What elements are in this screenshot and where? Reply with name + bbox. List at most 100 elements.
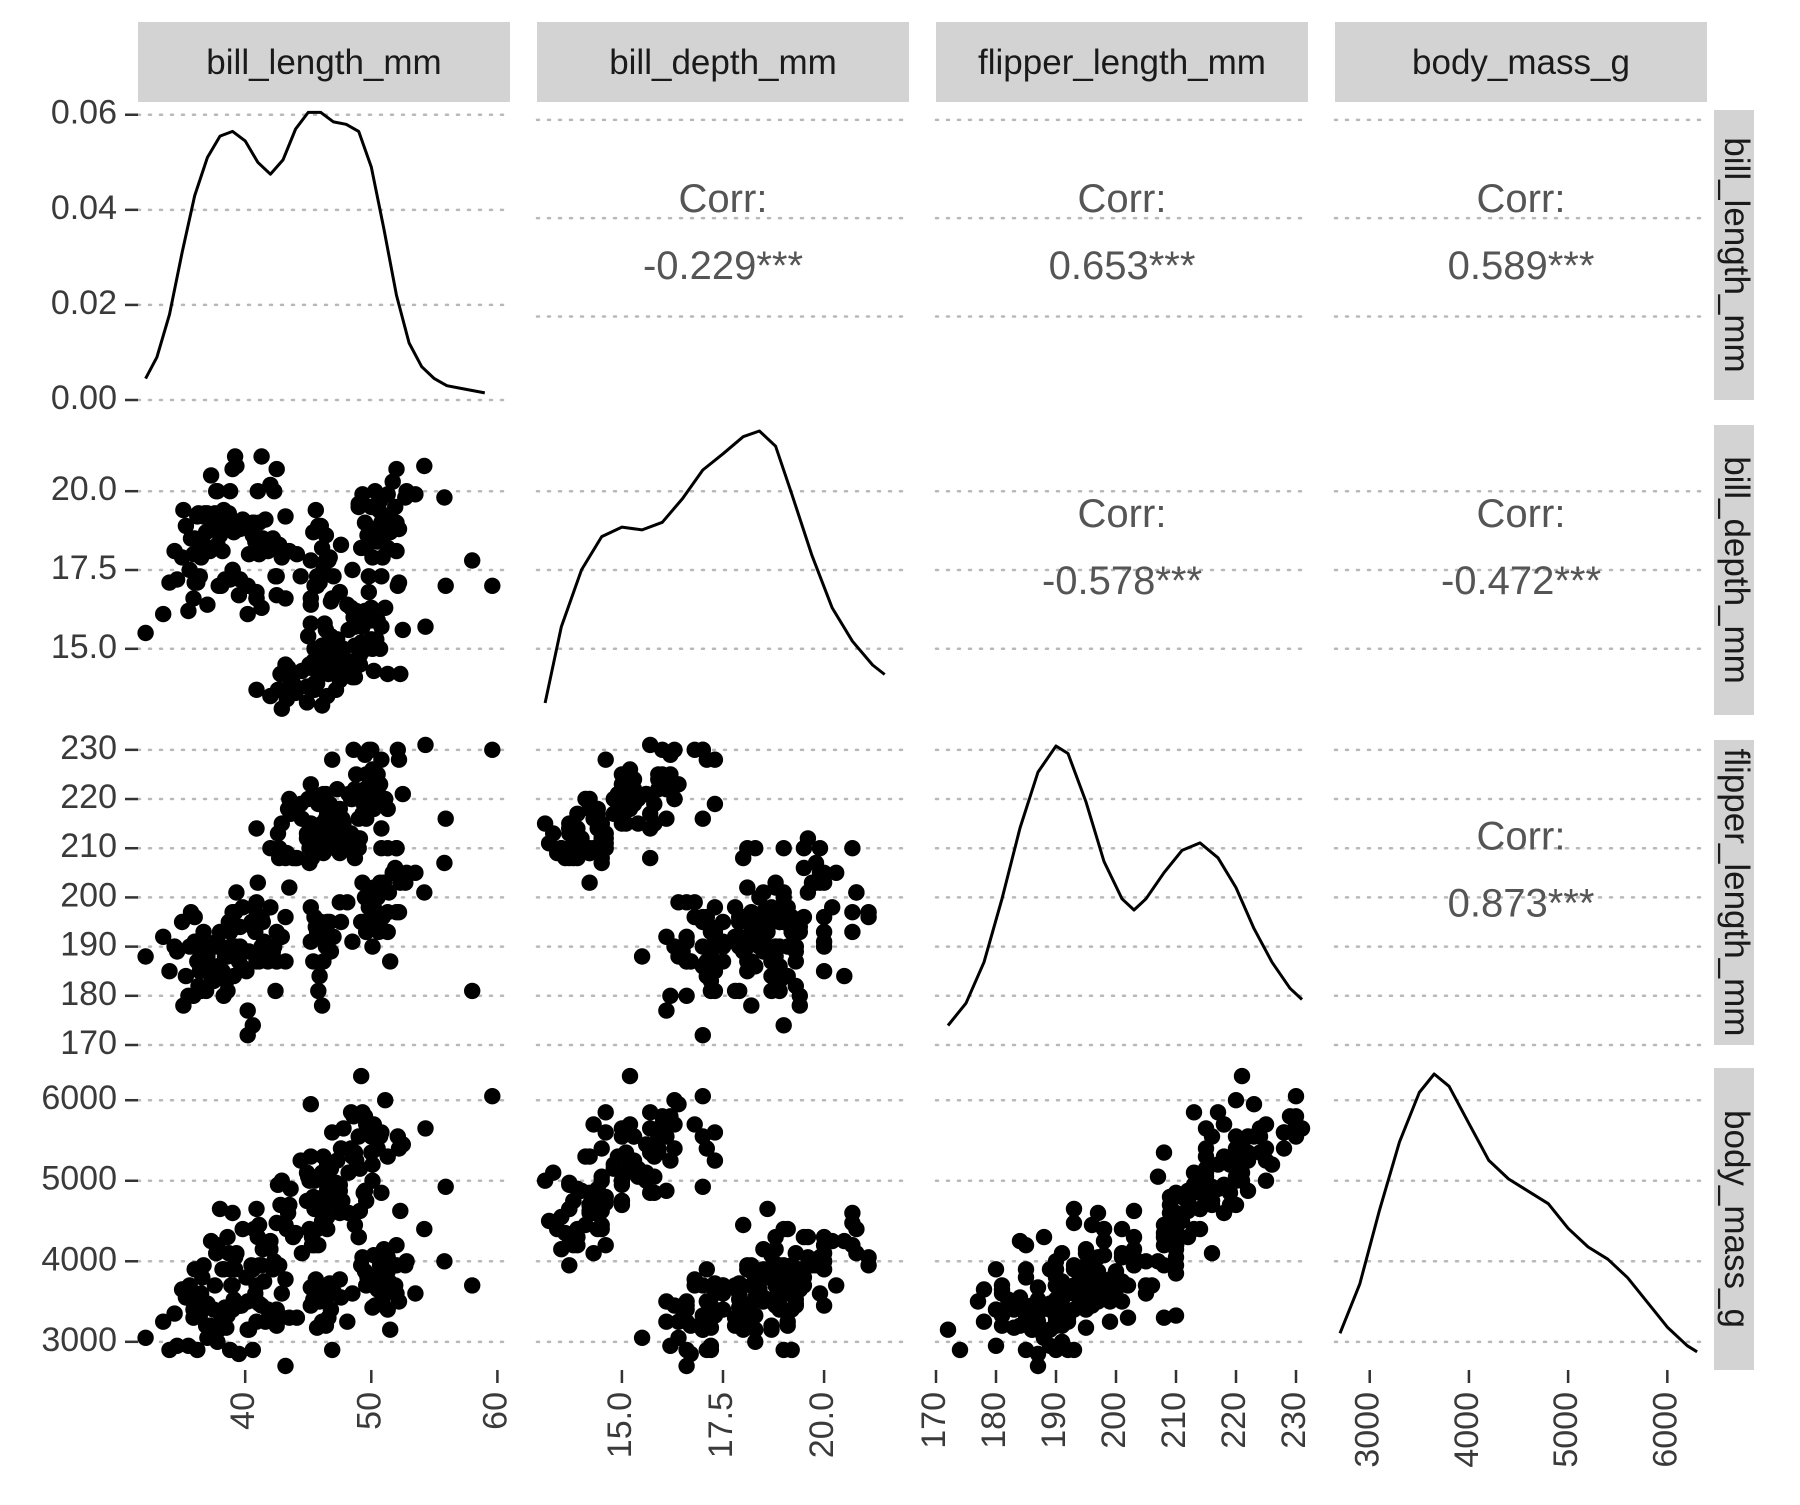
scatter-point <box>698 751 715 768</box>
right-strip-bill_length_mm: bill_length_mm <box>1714 110 1756 400</box>
scatter-point <box>224 913 241 931</box>
scatter-point <box>815 963 833 980</box>
scatter-point <box>1215 1116 1233 1133</box>
scatter-point <box>1065 1200 1083 1218</box>
scatter-point <box>844 840 861 857</box>
scatter-point <box>180 602 197 620</box>
scatter-point <box>581 1202 598 1220</box>
scatter-point <box>799 1228 817 1246</box>
scatter-point <box>706 953 724 970</box>
scatter-point <box>248 1277 265 1294</box>
scatter-point <box>1053 1317 1071 1334</box>
x-tick-label: 17.5 <box>702 1392 740 1458</box>
scatter-point <box>307 501 324 519</box>
scatter-point <box>166 1305 183 1322</box>
scatter-point <box>365 1247 382 1264</box>
scatter-point <box>755 1293 772 1310</box>
scatter-point <box>417 736 434 754</box>
scatter-point <box>277 849 294 867</box>
scatter-point <box>437 577 454 594</box>
scatter-point <box>694 913 711 931</box>
scatter-point <box>1185 1164 1203 1181</box>
scatter-point <box>321 913 338 931</box>
scatter-point <box>1287 1108 1305 1125</box>
scatter-point <box>642 849 659 867</box>
corr-title: Corr: <box>1078 177 1167 221</box>
scatter-point <box>373 618 390 635</box>
scatter-point <box>358 1277 375 1294</box>
scatter-point <box>351 1202 369 1220</box>
scatter-point <box>417 1120 434 1137</box>
scatter-point <box>351 830 369 847</box>
scatter-point <box>860 1257 877 1274</box>
y-tick-label: 0.04 <box>51 189 117 227</box>
scatter-point <box>384 473 401 490</box>
top-strip-flipper_length_mm: flipper_length_mm <box>936 22 1308 102</box>
scatter-point <box>387 1277 404 1294</box>
scatter-point <box>373 568 390 585</box>
scatter-point <box>698 1261 715 1278</box>
scatter-point <box>365 879 382 896</box>
scatter-point <box>775 1265 792 1282</box>
top-strip-background <box>138 22 510 102</box>
scatter-point <box>484 1088 501 1105</box>
scatter-point <box>332 536 350 553</box>
panel-r4-c2 <box>535 1067 911 1375</box>
density-curve-flipper_length_mm <box>946 744 1304 1027</box>
scatter-point <box>220 505 237 522</box>
scatter-point <box>613 1176 631 1194</box>
scatter-point <box>358 810 375 827</box>
scatter-point <box>340 1164 357 1181</box>
scatter-point <box>302 615 319 632</box>
scatter-point <box>322 1301 340 1318</box>
y-tick-label: 190 <box>60 926 117 964</box>
scatter-point <box>382 1321 399 1338</box>
scatter-point <box>216 571 234 588</box>
scatter-point <box>379 1148 396 1165</box>
scatter-point <box>815 938 833 955</box>
scatter-point <box>735 1216 752 1234</box>
right-strip-background <box>1714 740 1754 1045</box>
scatter-point <box>306 1172 323 1189</box>
scatter-point <box>373 840 390 857</box>
corr-title: Corr: <box>679 177 768 221</box>
scatter-point <box>277 908 294 926</box>
scatter-point <box>1185 1104 1203 1121</box>
scatter-point <box>226 1261 244 1278</box>
scatter-point <box>759 1200 776 1218</box>
y-tick-label: 220 <box>60 778 117 816</box>
scatter-point <box>211 1200 229 1218</box>
scatter-point <box>322 593 340 610</box>
corr-value: -0.472*** <box>1441 559 1601 603</box>
scatter-point <box>437 810 454 827</box>
scatter-point <box>311 967 328 985</box>
corr-title: Corr: <box>1078 492 1167 536</box>
scatter-point <box>1251 1120 1269 1137</box>
scatter-point <box>271 1257 288 1274</box>
scatter-point <box>249 483 266 500</box>
scatter-point <box>987 1261 1005 1278</box>
top-strip-label: body_mass_g <box>1412 43 1630 82</box>
scatter-point <box>1197 1120 1215 1137</box>
scatter-point <box>365 662 382 680</box>
scatter-point <box>292 568 309 585</box>
y-tick-label: 0.06 <box>51 94 117 132</box>
right-strip-bill_depth_mm: bill_depth_mm <box>1714 425 1756 715</box>
scatter-point <box>344 561 361 579</box>
scatter-point <box>767 1277 784 1294</box>
scatter-point <box>186 908 203 926</box>
corr-label-r2-c4: Corr: -0.472*** <box>1441 492 1601 603</box>
scatter-point <box>633 1329 651 1347</box>
x-tick-label: 6000 <box>1646 1392 1684 1468</box>
top-strip-label: flipper_length_mm <box>978 43 1266 82</box>
scatter-point <box>1197 1148 1215 1165</box>
density-curve-body_mass_g <box>1338 1072 1698 1354</box>
right-strip-label: body_mass_g <box>1717 1110 1756 1328</box>
scatter-point <box>969 1293 987 1310</box>
top-strip-label: bill_length_mm <box>206 43 441 82</box>
scatter-point <box>844 1237 861 1254</box>
scatter-point <box>398 1253 415 1270</box>
right-strip-background <box>1714 1068 1754 1370</box>
scatter-point <box>308 577 326 594</box>
y-tick-label: 15.0 <box>51 628 117 666</box>
